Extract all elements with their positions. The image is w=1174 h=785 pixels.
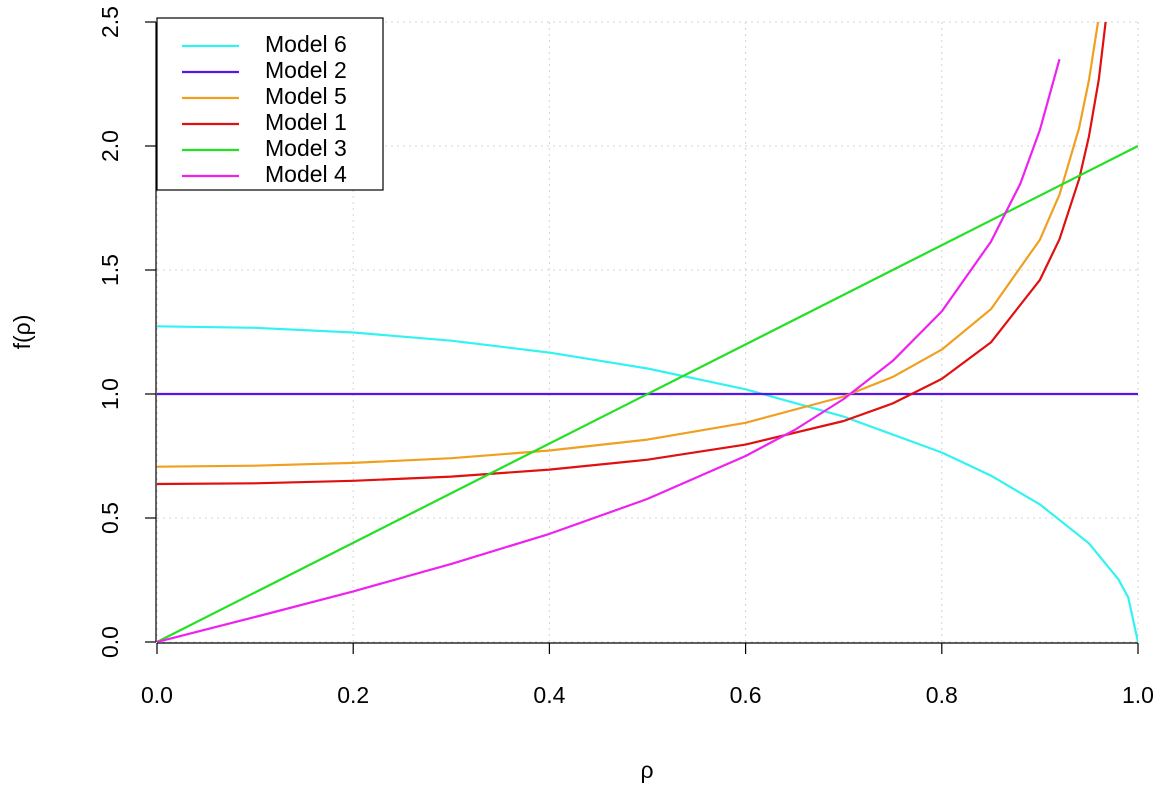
x-tick-label-2: 0.4 (533, 682, 565, 708)
x-tick-label-1: 0.2 (337, 682, 369, 708)
x-tick-label-3: 0.6 (730, 682, 762, 708)
tick-labels: 0.0 0.2 0.4 0.6 0.8 1.0 0.0 0.5 1.0 1.5 2.0 2.5 (97, 6, 1154, 708)
series-line-model-5 (157, 22, 1100, 468)
axes (145, 21, 1139, 654)
y-tick-label-5: 2.5 (97, 6, 123, 38)
series-layer (157, 22, 1138, 642)
x-tick-label-5: 1.0 (1122, 682, 1154, 708)
legend-label-1: Model 6 (265, 31, 347, 57)
y-tick-label-4: 2.0 (97, 130, 123, 162)
series-line-model-3 (157, 145, 1138, 642)
series-line-model-4 (157, 58, 1061, 642)
legend-label-2: Model 2 (265, 57, 347, 83)
legend-label-3: Model 5 (265, 83, 347, 109)
series-line-model-1 (157, 22, 1107, 486)
y-tick-label-3: 1.5 (97, 254, 123, 286)
legend-label-5: Model 3 (265, 135, 347, 161)
y-tick-label-2: 1.0 (97, 378, 123, 410)
legend-label-4: Model 1 (265, 109, 347, 135)
y-tick-label-1: 0.5 (97, 502, 123, 534)
x-tick-label-0: 0.0 (141, 682, 173, 708)
y-tick-label-0: 0.0 (97, 626, 123, 658)
y-axis-title: f(ρ) (9, 315, 35, 350)
x-axis-title: ρ (640, 757, 653, 783)
x-tick-label-4: 0.8 (926, 682, 958, 708)
legend-label-6: Model 4 (265, 161, 347, 187)
series-line-model-6 (157, 325, 1138, 642)
